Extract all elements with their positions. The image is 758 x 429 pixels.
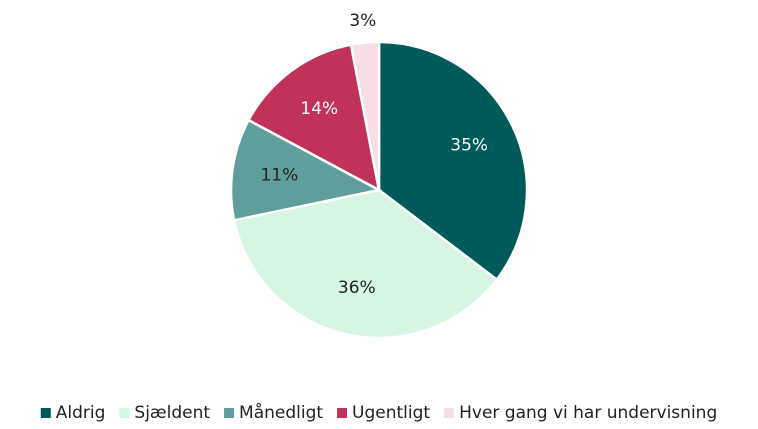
data-label: 11% bbox=[260, 166, 298, 186]
data-label: 36% bbox=[338, 278, 376, 298]
legend-marker bbox=[224, 408, 235, 418]
pie-slice bbox=[349, 40, 381, 191]
legend-marker bbox=[444, 408, 455, 418]
legend-label: Ugentligt bbox=[352, 403, 430, 423]
legend-label: Månedligt bbox=[239, 402, 323, 423]
pie-slice bbox=[377, 40, 529, 282]
data-label: 14% bbox=[300, 99, 338, 119]
legend-label: Aldrig bbox=[56, 403, 106, 423]
data-label: 35% bbox=[450, 135, 488, 155]
legend-marker bbox=[119, 408, 130, 418]
pie-slice bbox=[232, 188, 499, 340]
pie-slice bbox=[229, 118, 383, 222]
data-label: 3% bbox=[349, 11, 376, 31]
pie-slice bbox=[246, 43, 381, 193]
legend-marker bbox=[337, 408, 348, 418]
legend-label: Hver gang vi har undervisning bbox=[459, 403, 717, 423]
legend-label: Sjældent bbox=[134, 403, 210, 423]
legend-marker bbox=[40, 408, 51, 418]
